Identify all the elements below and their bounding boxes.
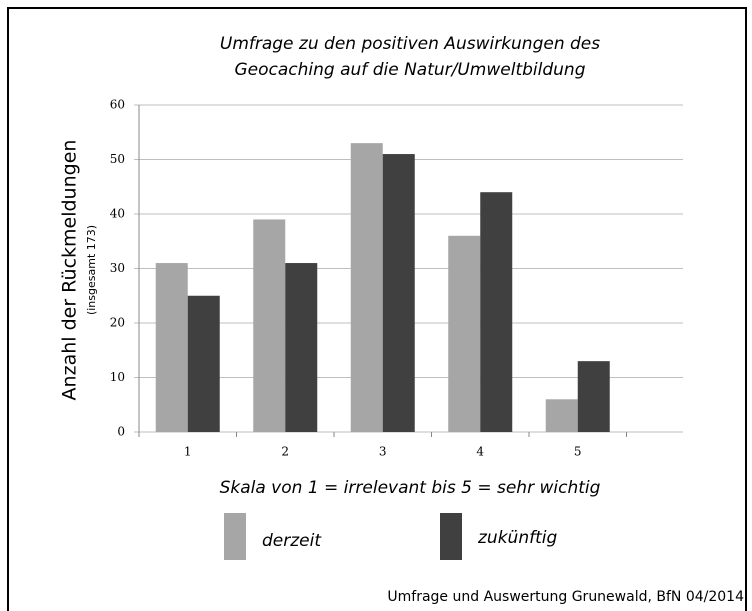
legend-swatch	[224, 513, 246, 560]
y-tick-label: 50	[110, 152, 125, 166]
bar	[253, 219, 286, 432]
y-tick-label: 40	[110, 207, 125, 221]
frame	[7, 7, 747, 611]
x-tick-label: 5	[574, 445, 582, 459]
legend-swatch	[440, 513, 462, 560]
bar	[155, 263, 188, 432]
x-tick-label: 2	[281, 445, 289, 459]
source: Umfrage und Auswertung Grunewald, BfN 04…	[387, 589, 744, 605]
y-tick-label: 20	[110, 316, 125, 330]
y-tick-label: 60	[110, 98, 125, 112]
x-tick-label: 4	[476, 445, 484, 459]
y-tick-label: 10	[110, 370, 125, 384]
legend-label: derzeit	[262, 531, 322, 551]
chart-title: Umfrage zu den positiven Auswirkungen de…	[220, 34, 600, 54]
bar	[577, 361, 610, 432]
legend-label: zukünftig	[477, 528, 557, 548]
x-tick-label: 3	[379, 445, 387, 459]
bar	[480, 192, 513, 432]
bar	[350, 143, 383, 432]
bar	[382, 154, 415, 433]
y-tick-label: 30	[110, 261, 125, 275]
y-axis-note: (insgesamt 173)	[85, 225, 98, 315]
x-tick-label: 1	[184, 445, 192, 459]
bar	[545, 399, 578, 432]
y-tick-label: 0	[117, 425, 125, 439]
chart-title: Geocaching auf die Natur/Umweltbildung	[235, 60, 586, 80]
x-axis-label: Skala von 1 = irrelevant bis 5 = sehr wi…	[220, 478, 601, 498]
bar	[187, 295, 220, 432]
bar	[285, 263, 318, 432]
y-axis-label: Anzahl der Rückmeldungen	[59, 140, 81, 401]
bar	[448, 235, 481, 432]
